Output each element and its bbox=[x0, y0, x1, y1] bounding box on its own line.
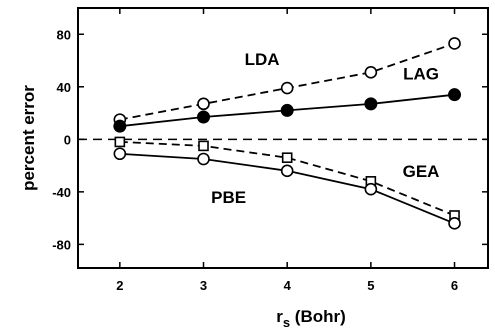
data-point-pbe bbox=[448, 217, 461, 230]
series-label-lda: LDA bbox=[245, 50, 280, 69]
data-point-gea bbox=[198, 140, 209, 152]
x-axis-title-rest: (Bohr) bbox=[290, 307, 346, 326]
data-point-lag bbox=[113, 119, 127, 133]
x-tick-label: 2 bbox=[116, 278, 123, 293]
data-point-lag bbox=[364, 97, 378, 111]
data-point-pbe bbox=[197, 152, 210, 166]
data-point-lag bbox=[280, 103, 294, 117]
series-label-pbe: PBE bbox=[211, 188, 246, 207]
data-point-gea bbox=[281, 152, 293, 163]
data-point-lda bbox=[197, 97, 210, 111]
series-label-gea: GEA bbox=[403, 162, 440, 181]
data-point-lda bbox=[448, 37, 461, 50]
x-axis-title-main: r bbox=[276, 307, 283, 326]
y-tick-label: 80 bbox=[57, 27, 71, 42]
y-axis-title: percent error bbox=[19, 85, 38, 191]
x-tick-label: 4 bbox=[284, 278, 292, 293]
x-tick-label: 3 bbox=[200, 278, 207, 293]
y-tick-label: -40 bbox=[52, 185, 71, 200]
plot-frame bbox=[77, 7, 489, 269]
data-point-pbe bbox=[364, 182, 378, 196]
y-tick-label: -80 bbox=[52, 237, 71, 252]
data-point-pbe bbox=[113, 147, 127, 161]
data-point-lda bbox=[364, 66, 378, 79]
x-axis-title-subscript: s bbox=[283, 315, 290, 329]
y-tick-label: 0 bbox=[64, 132, 71, 147]
x-tick-label: 6 bbox=[451, 278, 458, 293]
plot-layer: -80 -40 0 40 80 2 3 4 5 6 LDA LAG GEA PBE bbox=[52, 8, 488, 293]
data-point-lag bbox=[448, 88, 462, 102]
x-tick-label: 5 bbox=[367, 278, 374, 293]
y-tick-label: 40 bbox=[57, 80, 71, 95]
data-point-pbe bbox=[280, 164, 294, 178]
data-point-lag bbox=[197, 110, 211, 124]
series-label-lag: LAG bbox=[403, 65, 439, 84]
x-axis-title: rs (Bohr) bbox=[276, 307, 346, 329]
data-point-lda bbox=[280, 81, 294, 95]
series-line-gea bbox=[119, 141, 455, 217]
data-point-gea bbox=[114, 136, 126, 148]
